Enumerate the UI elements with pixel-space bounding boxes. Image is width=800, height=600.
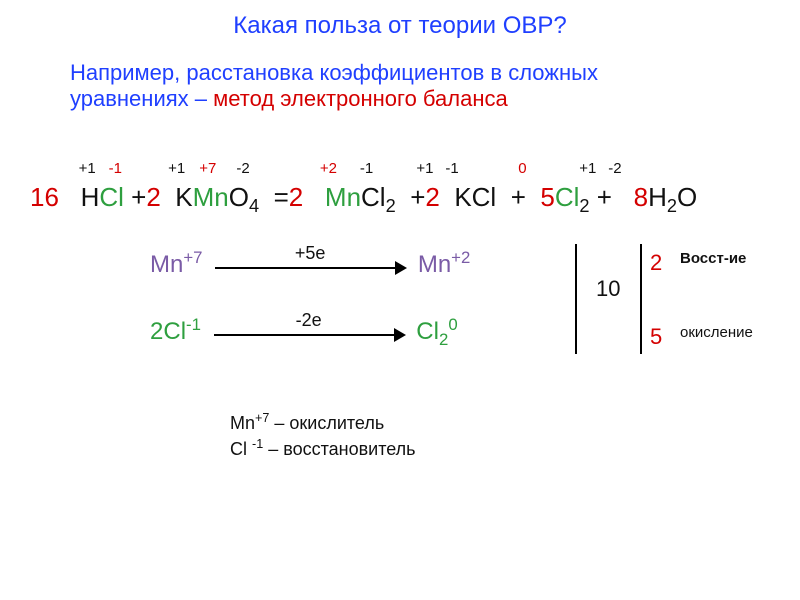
eq-Cl3: Cl — [472, 182, 497, 212]
coef-2b: 2 — [289, 182, 303, 212]
slide-subtitle: Например, расстановка коэффициентов в сл… — [70, 60, 710, 113]
eq-Cl4sub: 2 — [579, 196, 589, 216]
eq-Cl4: Cl — [555, 182, 580, 212]
eq-O1: O — [229, 182, 249, 212]
arrow-line-icon — [215, 267, 395, 269]
ox-o2: -2 — [603, 160, 627, 177]
half-reaction-1: Mn+7 +5e Mn+2 — [150, 248, 470, 281]
process-label-2: окисление — [680, 324, 753, 341]
eq-Cl2sub: 2 — [386, 196, 396, 216]
def-oxidizer: Mn+7 – окислитель — [230, 410, 416, 436]
coef-2a: 2 — [146, 182, 160, 212]
hr1-arrow-label: +5e — [215, 243, 405, 264]
divider-line-1 — [575, 244, 577, 354]
eq-plus4: + — [511, 182, 526, 212]
eq-O4sub: 4 — [249, 196, 259, 216]
coef-5: 5 — [540, 182, 554, 212]
ox-o1: -2 — [229, 160, 257, 177]
eq-Mn2: Mn — [325, 182, 361, 212]
eq-Cl2: Cl — [361, 182, 386, 212]
eq-K2: K — [454, 182, 471, 212]
coef-8: 8 — [634, 182, 648, 212]
arrow-line-icon — [214, 334, 394, 336]
ox-cl1: -1 — [102, 160, 128, 177]
def-reducer: Cl -1 – восстановитель — [230, 436, 416, 462]
definitions: Mn+7 – окислитель Cl -1 – восстановитель — [230, 410, 416, 462]
arrow-head-icon — [394, 328, 406, 342]
ox-cl2: -1 — [352, 160, 382, 177]
eq-Mn1: Mn — [193, 182, 229, 212]
half-reaction-2: 2Cl-1 -2e Cl20 — [150, 315, 458, 350]
ox-mn2: +2 — [309, 160, 347, 177]
slide-title: Какая польза от теории ОВР? — [0, 12, 800, 40]
ox-mn1: +7 — [191, 160, 225, 177]
multiplier-1: 2 — [650, 250, 662, 276]
hr2-left: 2Cl-1 — [150, 315, 201, 346]
process-label-1: Восст-ие — [680, 250, 746, 267]
subtitle-red: метод электронного баланса — [213, 86, 508, 111]
hr2-right: Cl20 — [416, 315, 457, 350]
eq-plus1: + — [131, 182, 146, 212]
hr2-arrow-label: -2e — [214, 310, 404, 331]
arrow-head-icon — [395, 261, 407, 275]
ox-cl4: 0 — [498, 160, 546, 177]
slide-container: Какая польза от теории ОВР? Например, ра… — [0, 0, 800, 600]
eq-H2: H — [648, 182, 667, 212]
eq-K1: K — [175, 182, 192, 212]
divider-line-2 — [640, 244, 642, 354]
ox-h2: +1 — [577, 160, 599, 177]
multiplier-2: 5 — [650, 324, 662, 350]
eq-O2: O — [677, 182, 697, 212]
ox-h1: +1 — [76, 160, 98, 177]
eq-H1: H — [81, 182, 100, 212]
lcm-value: 10 — [596, 276, 620, 302]
eq-plus5: + — [597, 182, 612, 212]
oxidation-states-row: +1 -1 +1 +7 -2 +2 -1 +1 -1 0 +1 -2 — [30, 160, 627, 177]
hr1-left: Mn+7 — [150, 248, 202, 279]
eq-H2sub: 2 — [667, 196, 677, 216]
eq-eq: = — [274, 182, 289, 212]
eq-Cl1: Cl — [99, 182, 124, 212]
eq-plus3: + — [410, 182, 425, 212]
hr1-arrow: +5e — [215, 251, 405, 281]
coef-2c: 2 — [425, 182, 439, 212]
coef-16: 16 — [30, 182, 59, 212]
hr1-right: Mn+2 — [418, 248, 470, 279]
chemical-equation: 16 HCl +2 KMnO4 =2 MnCl2 +2 KCl + 5Cl2 +… — [30, 182, 697, 217]
hr2-arrow: -2e — [214, 318, 404, 348]
ox-cl3: -1 — [440, 160, 464, 177]
ox-k1: +1 — [167, 160, 187, 177]
ox-k2: +1 — [414, 160, 436, 177]
